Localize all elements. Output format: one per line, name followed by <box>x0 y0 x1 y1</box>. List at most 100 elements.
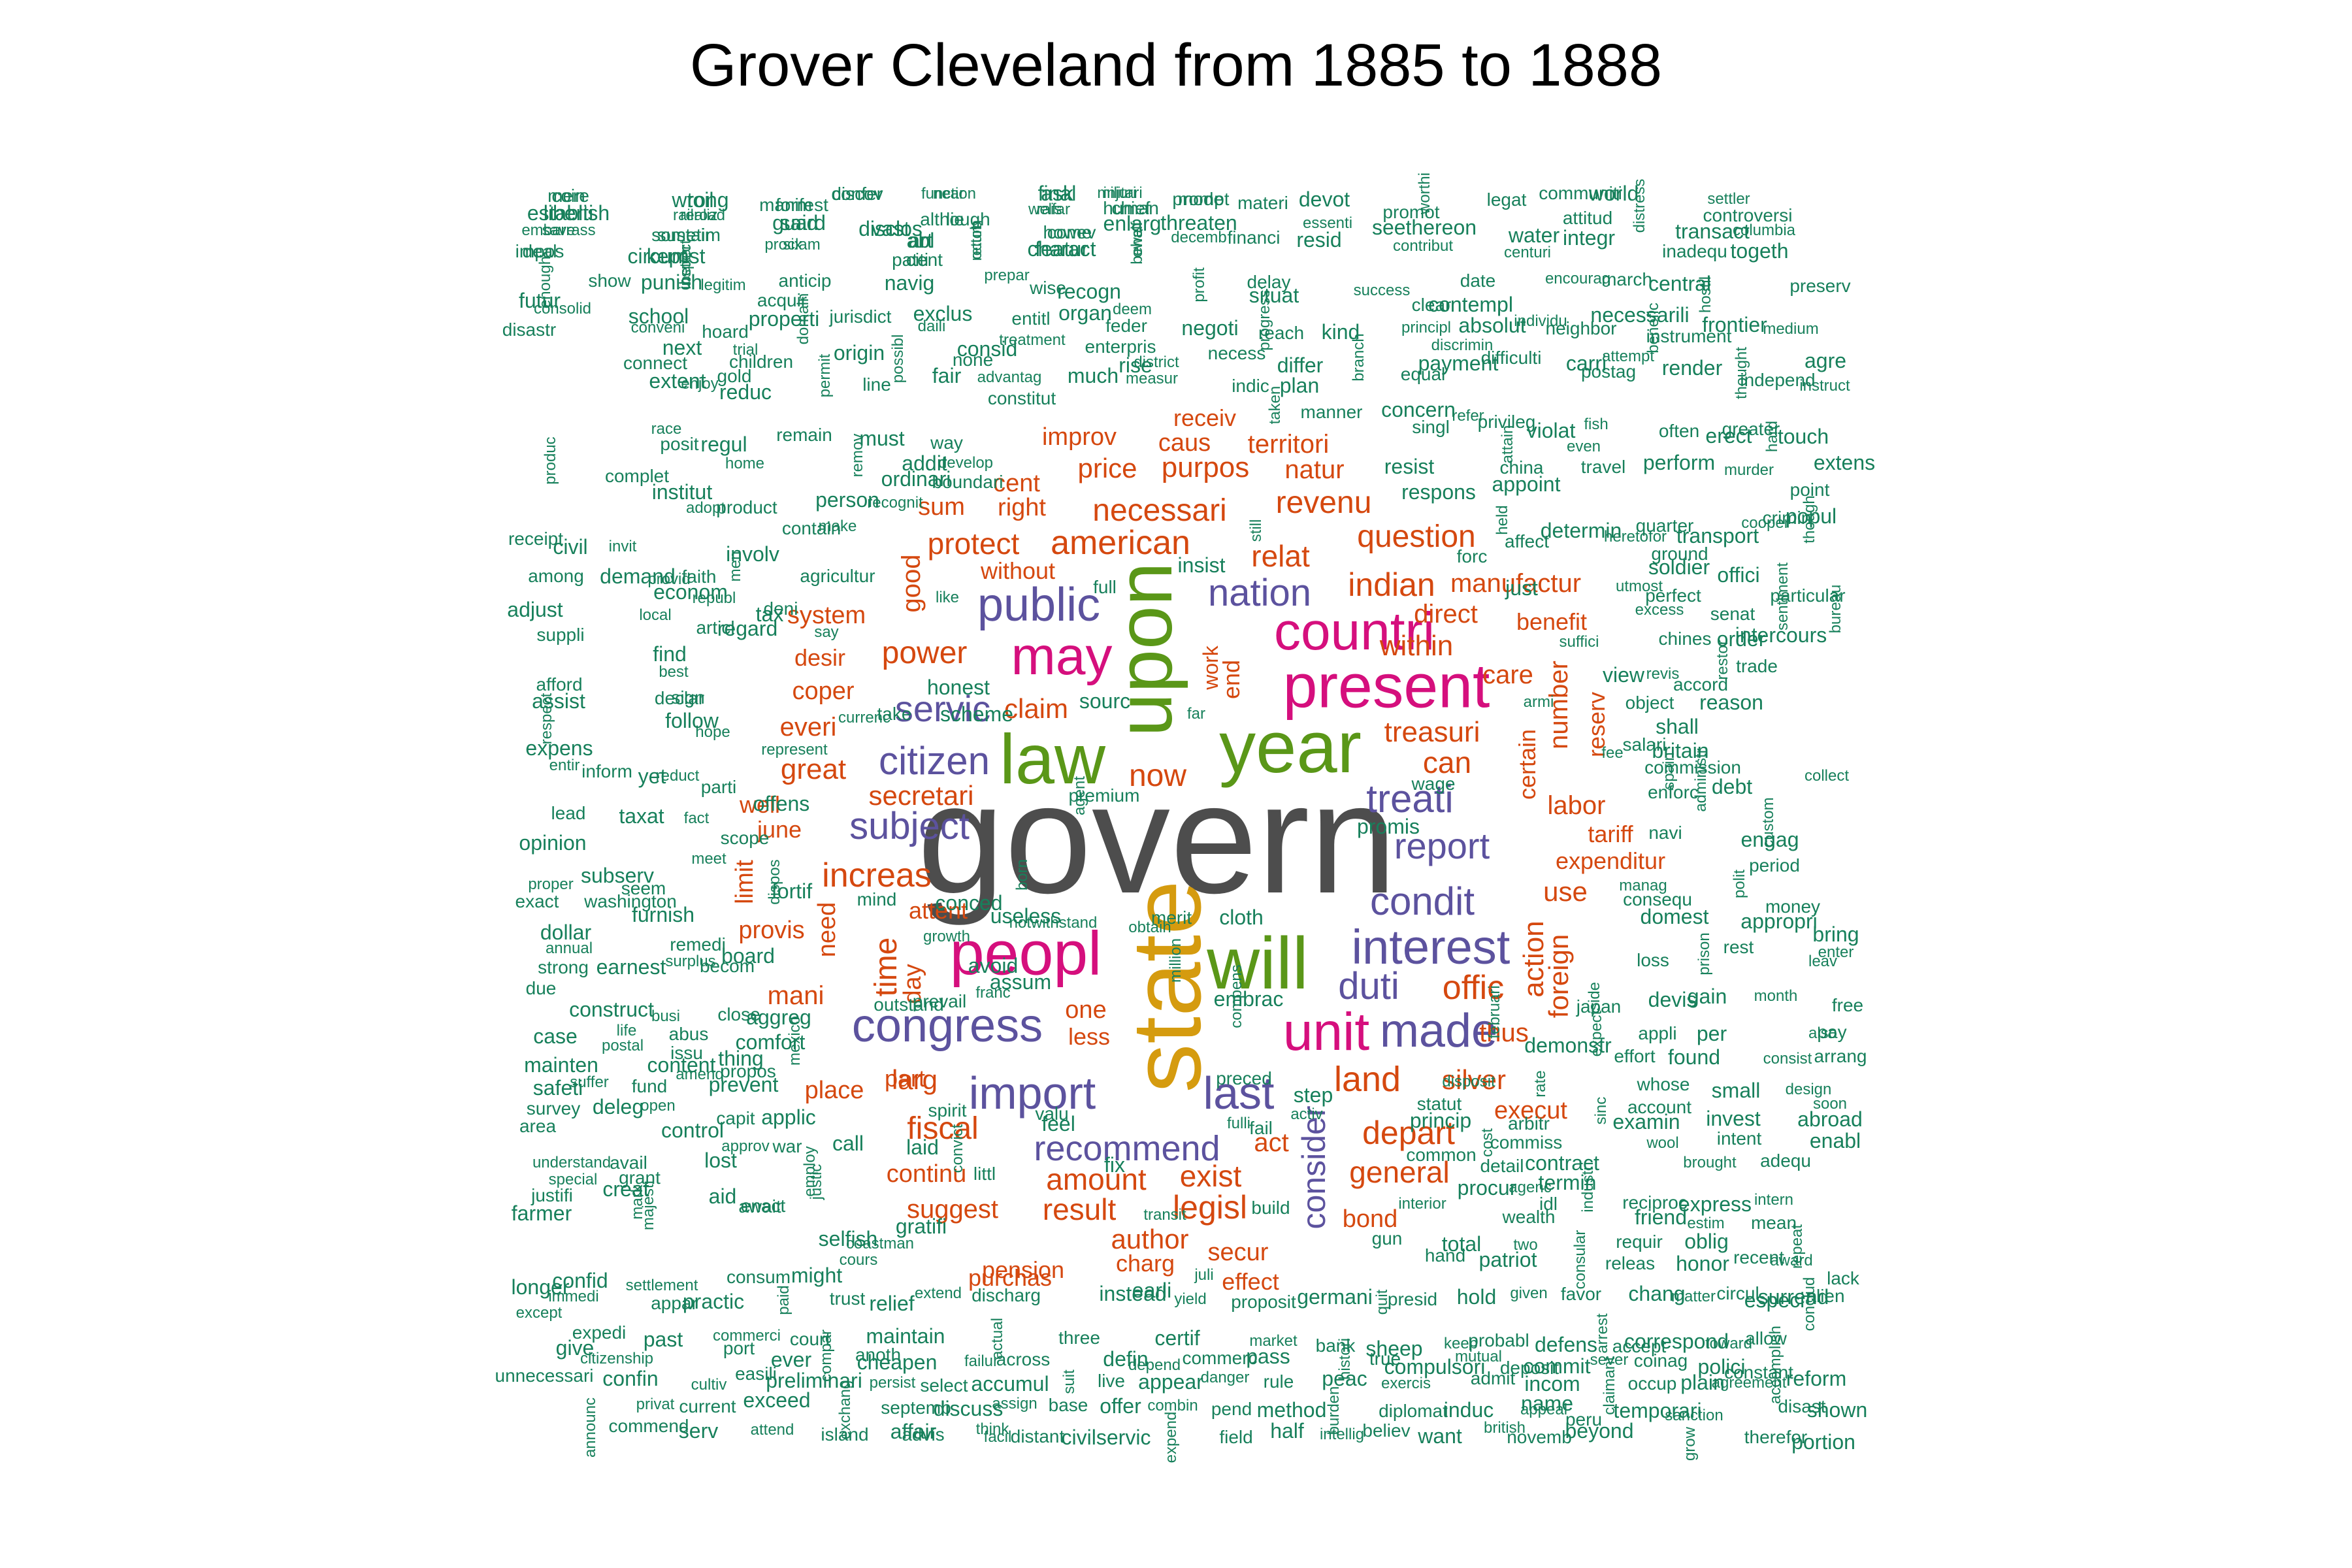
word-deal: deal <box>522 241 557 261</box>
word-occup: occup <box>1627 1373 1677 1394</box>
word-promot: promot <box>1382 202 1440 222</box>
word-alien: alien <box>1806 1286 1845 1306</box>
word-forc: forc <box>1456 546 1488 566</box>
word-vast: vast <box>871 217 910 240</box>
word-pension: pension <box>981 1256 1065 1283</box>
word-comfort: comfort <box>735 1030 806 1054</box>
word-kept: kept <box>646 244 687 268</box>
word-popul: popul <box>1785 504 1837 528</box>
word-area: area <box>519 1116 557 1136</box>
word-may: may <box>1011 627 1113 686</box>
word-immedi: immedi <box>548 1288 599 1305</box>
word-diplomat: diplomat <box>1379 1401 1448 1421</box>
word-seem: seem <box>621 878 666 898</box>
word-surplus: surplus <box>665 953 716 970</box>
word-peru: peru <box>1565 1409 1603 1429</box>
word-exact: exact <box>515 891 559 911</box>
word-recogn: recogn <box>1057 280 1121 303</box>
word-confer: confer <box>832 184 883 204</box>
word-concern: concern <box>1381 398 1456 421</box>
word-act: act <box>1254 1128 1289 1157</box>
word-depend: depend <box>1128 1356 1181 1374</box>
word-sometim: sometim <box>651 225 721 245</box>
word-give: give <box>555 1336 595 1360</box>
word-travel: travel <box>1580 457 1626 477</box>
word-presid: presid <box>1387 1289 1438 1309</box>
word-control: control <box>661 1119 725 1142</box>
word-senat: senat <box>1710 604 1756 624</box>
word-persist: persist <box>869 1374 916 1392</box>
word-difficulti: difficulti <box>1480 348 1542 368</box>
word-market: market <box>1249 1332 1298 1350</box>
word-thus: thus <box>1479 1019 1529 1047</box>
word-equal: equal <box>1400 364 1446 384</box>
word-branch: branch <box>1350 333 1367 382</box>
word-appear: appear <box>1138 1370 1203 1394</box>
word-insist: insist <box>1177 553 1226 577</box>
word-citizen: citizen <box>878 739 990 783</box>
word-govern: govern <box>917 751 1397 926</box>
word-though: though <box>1801 495 1818 544</box>
word-expens: expens <box>525 736 593 760</box>
word-suffer: suffer <box>570 1073 609 1091</box>
word-domest: domest <box>1640 905 1709 928</box>
word-born: born <box>1013 858 1031 891</box>
word-live: live <box>1097 1371 1126 1391</box>
word-except: except <box>515 1304 563 1322</box>
word-near: near <box>932 185 965 203</box>
word-duti: duti <box>1338 965 1399 1007</box>
word-erect: erect <box>1705 424 1752 448</box>
word-releas: releas <box>1605 1253 1656 1273</box>
word-commission: commission <box>1644 757 1741 777</box>
word-interior: interior <box>1398 1195 1446 1213</box>
word-portion: portion <box>1791 1430 1855 1454</box>
word-view: view <box>1602 663 1645 687</box>
word-useless: useless <box>990 904 1062 928</box>
word-reach: reach <box>1258 323 1305 343</box>
word-washington: washington <box>584 891 677 911</box>
word-certain: certain <box>1514 728 1541 800</box>
word-armi: armi <box>1523 693 1554 711</box>
word-centuri: centuri <box>1503 244 1552 261</box>
word-inadequ: inadequ <box>1662 241 1727 261</box>
word-life: life <box>616 1022 637 1039</box>
word-legisl: legisl <box>1173 1189 1247 1226</box>
word-select: select <box>920 1375 968 1396</box>
word-enforc: enforc <box>1648 782 1699 802</box>
word-yet: yet <box>638 764 666 788</box>
word-manag: manag <box>1619 877 1667 894</box>
word-spirit: spirit <box>928 1100 967 1120</box>
word-materi: materi <box>1237 193 1288 213</box>
word-serv: serv <box>678 1419 719 1443</box>
word-situat: situat <box>1249 284 1299 307</box>
word-resist: resist <box>1384 455 1435 478</box>
word-principl: principl <box>1401 319 1452 336</box>
word-enterpris: enterpris <box>1085 336 1156 357</box>
word-domain: domain <box>794 293 812 345</box>
word-design: design <box>1785 1081 1832 1098</box>
word-perfect: perfect <box>1645 585 1701 606</box>
word-parti: parti <box>700 777 737 797</box>
word-idl: idl <box>1539 1194 1558 1214</box>
word-contribut: contribut <box>1392 237 1454 255</box>
word-laid: laid <box>906 1135 939 1159</box>
word-defens: defens <box>1534 1333 1598 1356</box>
word-reduc: reduc <box>719 380 772 404</box>
word-enter: enter <box>1818 943 1854 961</box>
word-pay: pay <box>1817 1022 1847 1042</box>
word-militari: militari <box>1097 184 1143 202</box>
word-distress: distress <box>1631 178 1648 233</box>
word-exclus: exclus <box>913 302 973 325</box>
word-trade: trade <box>1736 656 1778 676</box>
word-enlarg: enlarg <box>1103 212 1162 235</box>
word-point: point <box>1789 480 1830 500</box>
word-effect: effect <box>1222 1268 1279 1295</box>
word-conveni: conveni <box>630 319 685 336</box>
word-home: home <box>725 455 765 472</box>
word-termin: termin <box>1538 1171 1597 1194</box>
word-believ: believ <box>1362 1420 1411 1441</box>
word-punish: punish <box>640 270 703 294</box>
word-date: date <box>1460 270 1496 291</box>
word-attent: attent <box>908 897 968 924</box>
word-wrong: wrong <box>672 188 729 212</box>
